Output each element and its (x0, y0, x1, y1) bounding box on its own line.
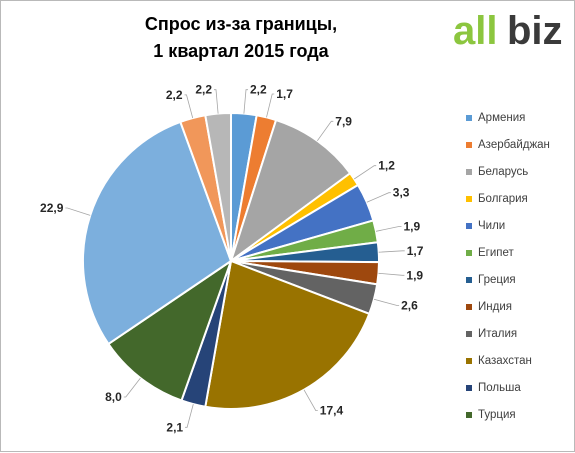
pie-leader-line (266, 93, 275, 118)
legend-swatch (466, 357, 472, 364)
logo-text-all: all (453, 10, 497, 53)
pie-data-label: 2,1 (166, 420, 183, 434)
legend-item-азербайджан: Азербайджан (466, 131, 575, 158)
pie-data-label: 3,3 (393, 186, 410, 200)
pie-leader-line (303, 389, 318, 412)
pie-leader-line (366, 192, 391, 203)
legend-item-беларусь: Беларусь (466, 158, 575, 185)
legend-swatch (466, 114, 472, 121)
legend-item-турция: Турция (466, 402, 575, 429)
legend-label: Греция (478, 273, 516, 286)
legend-label: Польша (478, 381, 521, 394)
pie-data-label: 22,9 (40, 201, 64, 215)
legend-item-греция: Греция (466, 266, 575, 293)
chart-legend: Армения Азербайджан Беларусь Болгария Чили Ег… (466, 104, 575, 429)
legend-item-армения: Армения (466, 104, 575, 131)
pie-leader-line (214, 89, 219, 114)
pie-leader-line (184, 94, 194, 119)
chart-title-line-1: Спрос из-за границы, (144, 14, 338, 34)
pie-data-label: 2,2 (250, 83, 267, 97)
pie-data-label: 1,7 (276, 87, 293, 101)
chart-title-line-2: 1 квартал 2015 года (153, 41, 329, 61)
legend-label: Чили (478, 219, 506, 232)
pie-data-label: 1,9 (404, 219, 421, 233)
pie-data-label: 2,2 (166, 88, 183, 102)
pie-leader-line (373, 298, 400, 306)
legend-swatch (466, 276, 472, 283)
pie-leader-line (378, 272, 405, 276)
legend-swatch (466, 384, 472, 391)
legend-label: Турция (478, 409, 516, 422)
legend-swatch (466, 195, 472, 202)
legend-label: Болгария (478, 192, 528, 205)
legend-label: Индия (478, 300, 512, 313)
legend-label: Казахстан (478, 354, 532, 367)
legend-swatch (466, 303, 472, 310)
pie-data-label: 8,0 (105, 390, 122, 404)
legend-item-болгария: Болгария (466, 185, 575, 212)
legend-item-польша: Польша (466, 374, 575, 401)
legend-swatch (466, 330, 472, 337)
pie-leader-line (123, 377, 141, 398)
pie-leader-line (375, 225, 402, 232)
pie-data-label: 1,7 (407, 244, 424, 258)
pie-leader-lines (65, 89, 405, 428)
legend-label: Армения (478, 111, 526, 124)
legend-item-индия: Индия (466, 293, 575, 320)
pie-data-label: 2,6 (401, 299, 418, 313)
pie-data-labels: 2,2 1,7 7,9 1,2 3,3 1,9 1,7 1,9 2,6 17,4 2,1 8,0 22,… (40, 83, 424, 435)
pie-data-label: 7,9 (335, 114, 352, 128)
pie-slice-турция (107, 258, 233, 402)
legend-swatch (466, 168, 472, 175)
legend-swatch (466, 249, 472, 256)
legend-label: Беларусь (478, 165, 529, 178)
pie-data-label: 2,2 (195, 83, 212, 97)
legend-item-италия: Италия (466, 320, 575, 347)
logo-text-biz: biz (507, 10, 563, 53)
legend-swatch (466, 141, 472, 148)
legend-label: Азербайджан (478, 138, 550, 151)
pie-slice-казахстан (204, 259, 371, 410)
legend-label: Египет (478, 246, 514, 259)
legend-swatch (466, 412, 472, 419)
legend-label: Италия (478, 327, 518, 340)
pie-slice-unlabeled-12 (82, 120, 233, 346)
pie-leader-line (378, 250, 405, 253)
allbiz-logo: all biz (453, 10, 563, 53)
pie-leader-line (243, 89, 248, 114)
legend-swatch (466, 222, 472, 229)
pie-data-label: 1,2 (378, 159, 395, 173)
pie-data-label: 17,4 (320, 404, 344, 418)
legend-item-казахстан: Казахстан (466, 347, 575, 374)
pie-leader-line (316, 120, 334, 142)
legend-item-египет: Египет (466, 239, 575, 266)
pie-leader-line (65, 207, 91, 216)
pie-slices (82, 111, 381, 410)
pie-leader-line (353, 165, 377, 180)
legend-item-чили: Чили (466, 212, 575, 239)
chart-title: Спрос из-за границы, 1 квартал 2015 года (121, 11, 361, 65)
pie-leader-line (185, 403, 194, 428)
pie-data-label: 1,9 (406, 268, 423, 282)
